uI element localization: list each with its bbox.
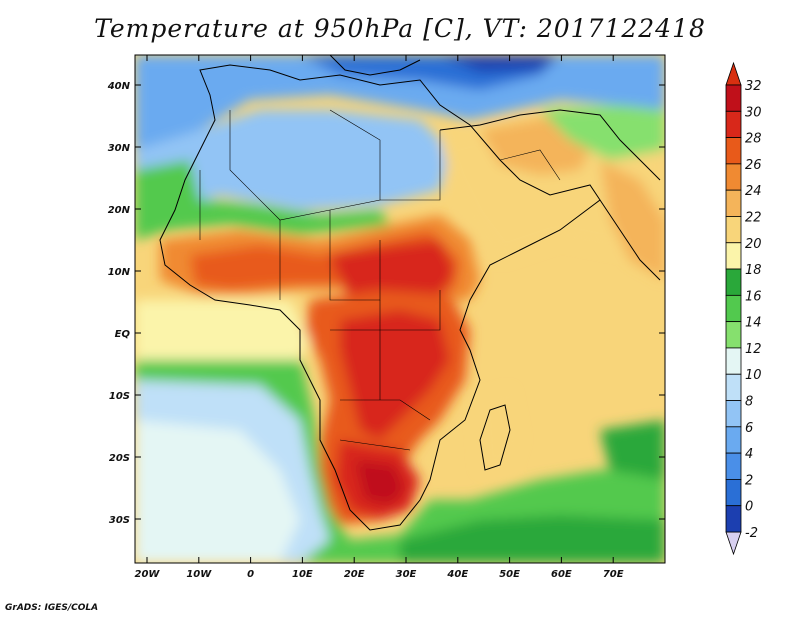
lat-tick-label: 20N xyxy=(108,205,131,216)
colorbar-label: -2 xyxy=(745,526,758,541)
temperature-field xyxy=(135,55,665,563)
colorbar-box xyxy=(725,400,742,428)
colorbar-label: 22 xyxy=(745,210,762,225)
colorbar-box xyxy=(725,163,742,191)
colorbar-label: 8 xyxy=(745,395,753,410)
colorbar-box xyxy=(725,189,742,217)
colorbar-label: 2 xyxy=(745,473,753,488)
lat-tick-label: 10S xyxy=(109,391,130,402)
colorbar-bottom-arrow xyxy=(725,531,742,556)
colorbar-label: 30 xyxy=(745,105,762,120)
grads-credit: GrADS: IGES/COLA xyxy=(5,603,99,613)
colorbar-box xyxy=(725,294,742,323)
lon-tick-label: 60E xyxy=(551,569,572,580)
map-frame xyxy=(134,54,666,564)
lat-tick-label: 20S xyxy=(109,453,130,464)
lon-tick-label: 30E xyxy=(396,569,417,580)
colorbar-box xyxy=(725,216,742,244)
lon-tick-label: 40E xyxy=(446,569,468,580)
lon-tick-label: 20E xyxy=(344,569,365,580)
colorbar-label: 20 xyxy=(745,237,762,252)
colorbar-box xyxy=(725,373,742,401)
colorbar-label: 16 xyxy=(745,289,762,304)
lon-tick-label: 10E xyxy=(292,569,313,580)
colorbar-label: 24 xyxy=(745,184,762,199)
colorbar-label: 32 xyxy=(745,79,762,94)
colorbar-label: 6 xyxy=(745,421,753,436)
colorbar-label: 18 xyxy=(745,263,762,278)
colorbar-label: 14 xyxy=(745,316,762,331)
axis-ticks: 20W 10W 0 10E 20E 30E 40E 50E 60E 70E 40N 30N 20N 10N… xyxy=(107,55,665,580)
colorbar-box xyxy=(725,452,742,480)
lat-tick-label: EQ xyxy=(115,329,131,340)
colorbar-box xyxy=(725,426,742,454)
lat-tick-label: 30S xyxy=(109,515,130,526)
colorbar-label: 28 xyxy=(745,132,762,147)
lat-tick-label: 40N xyxy=(107,81,131,92)
colorbar-label: 0 xyxy=(745,500,753,515)
lon-tick-label: 70E xyxy=(603,569,624,580)
map-title: Temperature at 950hPa [C], VT: 201712241… xyxy=(94,14,706,43)
lon-tick-label: 50E xyxy=(499,569,520,580)
coastlines xyxy=(159,55,661,531)
colorbar-label: 10 xyxy=(745,368,762,383)
colorbar-label: 12 xyxy=(745,342,762,357)
colorbar-top-arrow xyxy=(725,61,742,86)
lon-tick-label: 0 xyxy=(247,569,254,580)
lon-tick-label: 10W xyxy=(186,569,212,580)
colorbar-box xyxy=(725,268,742,296)
lat-tick-label: 10N xyxy=(108,267,131,278)
colorbar-box xyxy=(725,84,742,112)
country-borders xyxy=(199,109,561,451)
colorbar-box xyxy=(725,479,742,507)
colorbar-box xyxy=(725,505,742,533)
colorbar-box xyxy=(725,321,742,349)
colorbar-box xyxy=(725,242,742,270)
lon-tick-label: 20W xyxy=(135,569,161,580)
colorbar-label: 26 xyxy=(745,158,762,173)
colorbar-box xyxy=(725,347,742,375)
colorbar-label: 4 xyxy=(745,447,753,462)
colorbar-box xyxy=(725,137,742,165)
lat-tick-label: 30N xyxy=(108,143,131,154)
colorbar-box xyxy=(725,110,742,138)
